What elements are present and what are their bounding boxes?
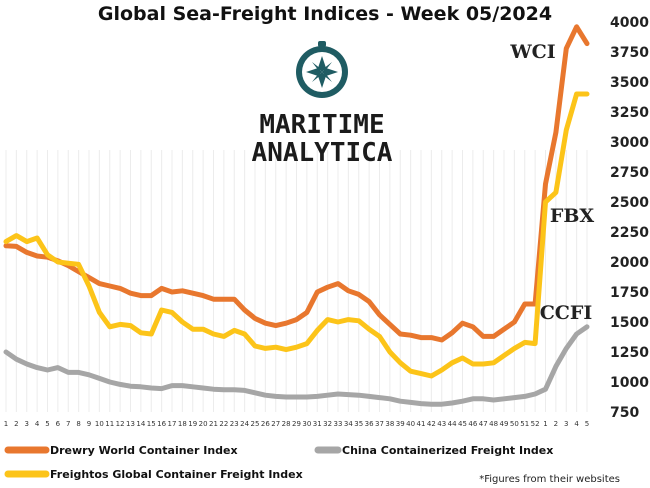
x-tick-label: 2 xyxy=(14,420,18,428)
x-tick-label: 38 xyxy=(385,420,394,428)
x-tick-label: 26 xyxy=(261,420,270,428)
y-tick-label: 3500 xyxy=(610,75,649,91)
x-tick-label: 31 xyxy=(313,420,322,428)
x-tick-label: 6 xyxy=(56,420,61,428)
legend-item-fbx: Freightos Global Container Freight Index xyxy=(4,468,303,481)
legend-label-ccfi: China Containerized Freight Index xyxy=(342,444,553,457)
y-axis: 750 1000 1250 1500 1750 2000 2250 2500 2750 3000 3… xyxy=(610,15,649,421)
x-tick-label: 34 xyxy=(344,420,353,428)
series-label-fbx: FBX xyxy=(550,205,595,227)
x-tick-label: 7 xyxy=(66,420,70,428)
x-tick-label: 16 xyxy=(157,420,166,428)
x-tick-label: 4 xyxy=(574,420,579,428)
y-tick-label: 1500 xyxy=(610,315,649,331)
series-line-ccfi xyxy=(3,324,590,407)
y-tick-label: 4000 xyxy=(610,15,649,31)
x-tick-label: 41 xyxy=(417,420,426,428)
y-tick-label: 3000 xyxy=(610,135,649,151)
legend-item-wci: Drewry World Container Index xyxy=(4,444,238,457)
x-tick-label: 17 xyxy=(168,420,177,428)
vertical-gridlines xyxy=(5,150,588,412)
x-tick-label: 46 xyxy=(468,420,477,428)
x-tick-label: 22 xyxy=(219,420,228,428)
x-tick-label: 43 xyxy=(437,420,446,428)
y-tick-label: 2500 xyxy=(610,195,649,211)
x-tick-label: 10 xyxy=(95,420,104,428)
x-tick-label: 44 xyxy=(448,420,457,428)
y-tick-label: 2000 xyxy=(610,255,649,271)
x-tick-label: 32 xyxy=(323,420,332,428)
maritime-analytica-logo: MARITIME ANALYTICA xyxy=(252,41,393,168)
y-tick-label: 1250 xyxy=(610,345,649,361)
x-tick-label: 50 xyxy=(510,420,519,428)
x-tick-label: 39 xyxy=(396,420,405,428)
x-tick-label: 25 xyxy=(251,420,260,428)
series-line-wci xyxy=(3,24,590,343)
x-tick-label: 14 xyxy=(136,420,145,428)
x-tick-label: 13 xyxy=(126,420,135,428)
x-tick-label: 24 xyxy=(240,420,249,428)
series-labels: WCI CCFI FBX xyxy=(509,41,594,324)
x-tick-label: 28 xyxy=(282,420,291,428)
x-tick-label: 2 xyxy=(554,420,558,428)
x-tick-label: 42 xyxy=(427,420,436,428)
x-tick-label: 48 xyxy=(489,420,498,428)
logo-line-2: ANALYTICA xyxy=(252,138,393,168)
x-tick-label: 47 xyxy=(479,420,488,428)
compass-icon xyxy=(296,41,348,98)
x-tick-label: 12 xyxy=(116,420,125,428)
y-tick-label: 750 xyxy=(610,405,639,421)
x-tick-label: 15 xyxy=(147,420,156,428)
x-tick-label: 30 xyxy=(302,420,311,428)
x-tick-label: 9 xyxy=(87,420,91,428)
series-label-ccfi: CCFI xyxy=(540,302,593,324)
x-tick-label: 27 xyxy=(271,420,280,428)
x-tick-label: 11 xyxy=(105,420,114,428)
x-tick-label: 33 xyxy=(334,420,343,428)
x-tick-label: 21 xyxy=(209,420,218,428)
logo-line-1: MARITIME xyxy=(259,110,384,140)
x-tick-label: 8 xyxy=(76,420,80,428)
y-tick-label: 3250 xyxy=(610,105,649,121)
series-label-wci: WCI xyxy=(509,41,555,63)
x-tick-label: 51 xyxy=(520,420,529,428)
x-tick-label: 19 xyxy=(188,420,197,428)
x-tick-label: 3 xyxy=(25,420,29,428)
series-line-fbx xyxy=(3,91,590,379)
legend: Drewry World Container Index China Conta… xyxy=(4,444,553,481)
x-tick-label: 37 xyxy=(375,420,384,428)
x-tick-label: 45 xyxy=(458,420,467,428)
x-tick-label: 52 xyxy=(531,420,540,428)
y-tick-label: 3750 xyxy=(610,45,649,61)
legend-item-ccfi: China Containerized Freight Index xyxy=(314,444,553,457)
x-tick-label: 1 xyxy=(543,420,547,428)
series-lines xyxy=(3,24,590,407)
source-note: *Figures from their websites xyxy=(479,474,620,485)
y-tick-label: 1000 xyxy=(610,375,649,391)
y-tick-label: 2250 xyxy=(610,225,649,241)
x-tick-label: 20 xyxy=(199,420,208,428)
x-tick-label: 4 xyxy=(35,420,40,428)
x-tick-label: 29 xyxy=(292,420,301,428)
y-tick-label: 1750 xyxy=(610,285,649,301)
x-tick-label: 18 xyxy=(178,420,187,428)
x-tick-label: 5 xyxy=(585,420,589,428)
legend-label-fbx: Freightos Global Container Freight Index xyxy=(50,468,303,481)
y-tick-label: 2750 xyxy=(610,165,649,181)
x-axis: 1 2 3 4 5 6 7 8 9 10 11 12 13 14 15 16 17 18 19 20 21 22 23 24 2… xyxy=(4,420,589,428)
x-tick-label: 3 xyxy=(564,420,568,428)
x-tick-label: 40 xyxy=(406,420,415,428)
x-tick-label: 49 xyxy=(500,420,509,428)
x-tick-label: 35 xyxy=(354,420,363,428)
x-tick-label: 23 xyxy=(230,420,239,428)
x-tick-label: 5 xyxy=(45,420,49,428)
x-tick-label: 1 xyxy=(4,420,8,428)
chart-title: Global Sea-Freight Indices - Week 05/202… xyxy=(98,3,552,25)
legend-label-wci: Drewry World Container Index xyxy=(50,444,238,457)
x-tick-label: 36 xyxy=(365,420,374,428)
